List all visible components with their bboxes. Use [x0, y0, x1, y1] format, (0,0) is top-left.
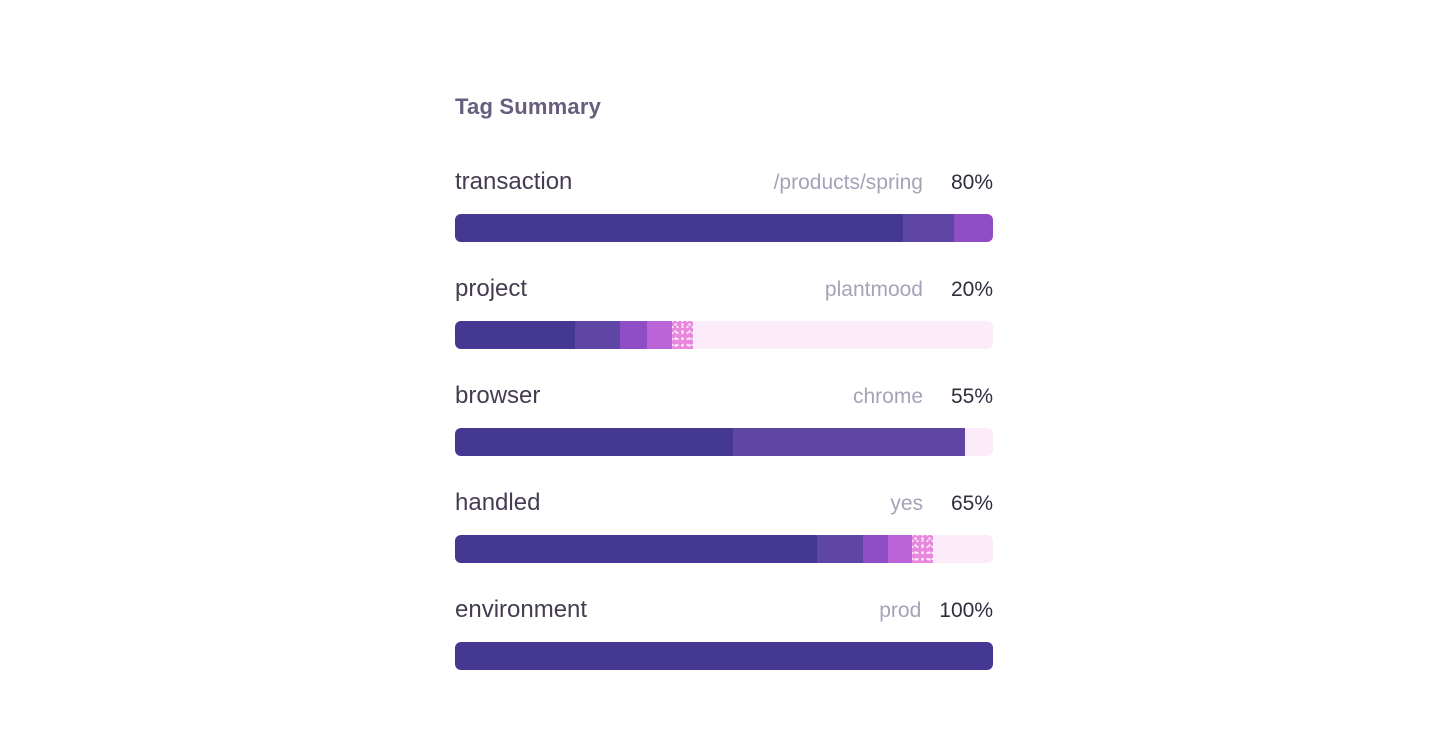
bar-segment[interactable]	[455, 428, 734, 456]
tag-percent: 80%	[950, 171, 993, 194]
tag-row-header: transaction /products/spring 80%	[455, 167, 993, 198]
bar-segment[interactable]	[733, 428, 966, 456]
bar-segment[interactable]	[455, 642, 993, 670]
tag-row-header: project plantmood 20%	[455, 274, 993, 305]
tag-top-value: prod	[879, 599, 922, 622]
bar-segment[interactable]	[903, 214, 955, 242]
bar-segment[interactable]	[620, 321, 648, 349]
tag-row-header: environment prod 100%	[455, 595, 993, 626]
tag-row: browser chrome 55%	[455, 381, 993, 456]
tag-top-value: yes	[890, 492, 923, 515]
tag-percent: 55%	[950, 385, 993, 408]
tag-row: handled yes 65%	[455, 488, 993, 563]
tag-summary-panel: Tag Summary transaction /products/spring…	[455, 94, 993, 670]
bar-segment[interactable]	[912, 535, 934, 563]
tag-top-value: /products/spring	[773, 171, 923, 194]
bar-segment[interactable]	[455, 214, 904, 242]
bar-segment[interactable]	[647, 321, 672, 349]
tag-top-value: plantmood	[824, 278, 923, 301]
tag-name: transaction	[455, 168, 573, 195]
bar-segment[interactable]	[817, 535, 864, 563]
tag-name: browser	[455, 382, 541, 409]
tag-row: transaction /products/spring 80%	[455, 167, 993, 242]
tag-row: project plantmood 20%	[455, 274, 993, 349]
tag-distribution-bar	[455, 535, 993, 563]
tag-name: environment	[455, 596, 588, 623]
tag-distribution-bar	[455, 214, 993, 242]
tag-distribution-bar	[455, 642, 993, 670]
bar-segment[interactable]	[455, 321, 575, 349]
tag-percent: 65%	[950, 492, 993, 515]
tag-name: project	[455, 275, 528, 302]
tag-percent: 20%	[950, 278, 993, 301]
bar-segment[interactable]	[954, 214, 993, 242]
tag-top-value: chrome	[852, 385, 923, 408]
tag-rows: transaction /products/spring 80% project…	[455, 167, 993, 670]
tag-row: environment prod 100%	[455, 595, 993, 670]
tag-distribution-bar	[455, 428, 993, 456]
tag-distribution-bar	[455, 321, 993, 349]
tag-row-header: browser chrome 55%	[455, 381, 993, 412]
tag-percent: 100%	[939, 599, 993, 622]
bar-segment[interactable]	[574, 321, 621, 349]
tag-row-header: handled yes 65%	[455, 488, 993, 519]
tag-name: handled	[455, 489, 541, 516]
bar-segment[interactable]	[863, 535, 888, 563]
bar-segment[interactable]	[887, 535, 913, 563]
bar-segment[interactable]	[671, 321, 693, 349]
panel-title: Tag Summary	[455, 94, 602, 119]
bar-segment[interactable]	[455, 535, 818, 563]
